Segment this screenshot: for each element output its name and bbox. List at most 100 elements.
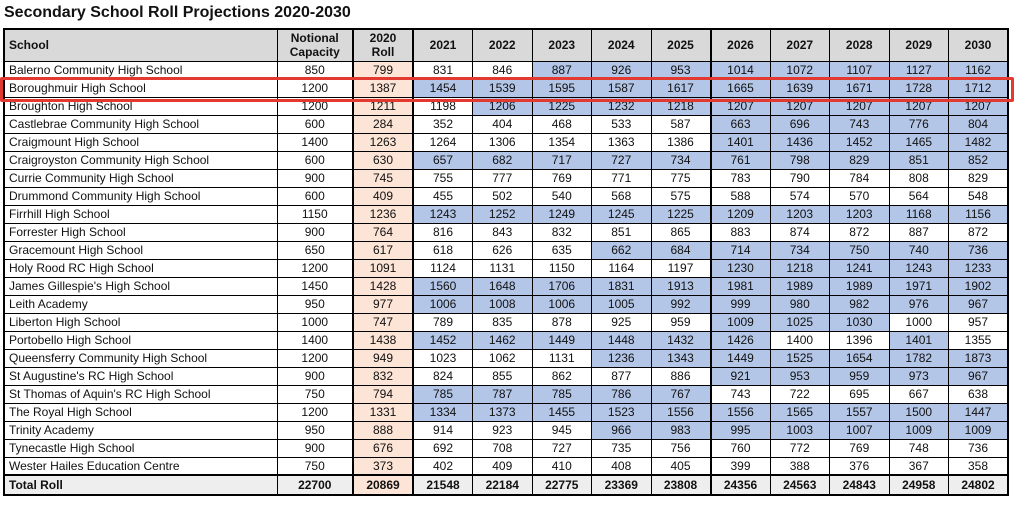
school-name-cell: Leith Academy: [3, 294, 278, 314]
year-cell-2021: 402: [412, 456, 473, 476]
roll-2020-cell: 676: [352, 438, 414, 458]
school-name-cell: Gracemount High School: [3, 240, 278, 260]
year-cell-2027: 1400: [769, 330, 830, 350]
year-cell-2028: 982: [829, 294, 890, 314]
year-cell-2027: 1203: [769, 204, 830, 224]
year-cell-2027: 734: [769, 240, 830, 260]
year-cell-2026: 24356: [709, 474, 771, 496]
capacity-cell: 900: [276, 168, 354, 188]
table-row: Gracemount High School 650 617 618 626 635 662…: [3, 240, 1009, 260]
year-cell-2027: 722: [769, 384, 830, 404]
year-cell-2028: 1396: [829, 330, 890, 350]
year-cell-2027: 696: [769, 114, 830, 134]
column-header-2027: 2027: [769, 28, 830, 62]
year-cell-2022: 1306: [472, 132, 533, 152]
school-name-cell: The Royal High School: [3, 402, 278, 422]
year-cell-2024: 23369: [591, 474, 652, 496]
year-cell-2024: 1448: [591, 330, 652, 350]
year-cell-2026: 1665: [709, 78, 771, 98]
year-cell-2029: 1000: [888, 312, 949, 332]
year-cell-2023: 1455: [531, 402, 592, 422]
table-row: Drummond Community High School 600 409 455 5…: [3, 186, 1009, 206]
school-name-cell: St Augustine's RC High School: [3, 366, 278, 386]
year-cell-2027: 1989: [769, 276, 830, 296]
school-name-cell: Tynecastle High School: [3, 438, 278, 458]
year-cell-2025: 953: [650, 60, 711, 80]
year-cell-2022: 626: [472, 240, 533, 260]
year-cell-2025: 865: [650, 222, 711, 242]
year-cell-2026: 1014: [709, 60, 771, 80]
year-cell-2025: 23808: [650, 474, 711, 496]
roll-2020-cell: 745: [352, 168, 414, 188]
table-row: Boroughmuir High School 1200 1387 1454 1539 1…: [3, 78, 1009, 98]
year-cell-2029: 851: [888, 150, 949, 170]
capacity-cell: 1150: [276, 204, 354, 224]
capacity-cell: 900: [276, 438, 354, 458]
year-cell-2027: 1436: [769, 132, 830, 152]
capacity-cell: 1450: [276, 276, 354, 296]
year-cell-2026: 714: [709, 240, 771, 260]
year-cell-2028: 24843: [829, 474, 890, 496]
year-cell-2025: 587: [650, 114, 711, 134]
table-row: Currie Community High School 900 745 755 777…: [3, 168, 1009, 188]
year-cell-2030: 736: [948, 240, 1009, 260]
year-cell-2027: 574: [769, 186, 830, 206]
year-cell-2028: 743: [829, 114, 890, 134]
capacity-cell: 1200: [276, 78, 354, 98]
table-row: Forrester High School 900 764 816 843 832 851 8…: [3, 222, 1009, 242]
year-cell-2028: 1654: [829, 348, 890, 368]
year-cell-2027: 790: [769, 168, 830, 188]
year-cell-2026: 399: [709, 456, 771, 476]
year-cell-2030: 1447: [948, 402, 1009, 422]
year-cell-2026: 999: [709, 294, 771, 314]
year-cell-2022: 1206: [472, 96, 533, 116]
year-cell-2022: 835: [472, 312, 533, 332]
year-cell-2026: 1207: [709, 96, 771, 116]
year-cell-2022: 923: [472, 420, 533, 440]
year-cell-2028: 769: [829, 438, 890, 458]
year-cell-2021: 692: [412, 438, 473, 458]
roll-2020-cell: 20869: [352, 474, 414, 496]
year-cell-2030: 872: [948, 222, 1009, 242]
year-cell-2023: 769: [531, 168, 592, 188]
column-header-2021: 2021: [412, 28, 473, 62]
year-cell-2025: 992: [650, 294, 711, 314]
year-cell-2023: 785: [531, 384, 592, 404]
year-cell-2026: 883: [709, 222, 771, 242]
year-cell-2024: 786: [591, 384, 652, 404]
table-row: Balerno Community High School 850 799 831 84…: [3, 60, 1009, 80]
year-cell-2024: 1245: [591, 204, 652, 224]
year-cell-2025: 1343: [650, 348, 711, 368]
year-cell-2023: 1706: [531, 276, 592, 296]
roll-2020-cell: 1331: [352, 402, 414, 422]
year-cell-2026: 1401: [709, 132, 771, 152]
column-header-2030: 2030: [948, 28, 1009, 62]
roll-2020-cell: 1438: [352, 330, 414, 350]
capacity-cell: 900: [276, 222, 354, 242]
total-row: Total Roll 22700 20869 21548 22184 22775 23369…: [3, 474, 1009, 496]
table-row: Wester Hailes Education Centre 750 373 402 4…: [3, 456, 1009, 476]
year-cell-2029: 1401: [888, 330, 949, 350]
year-cell-2028: 1241: [829, 258, 890, 278]
year-cell-2021: 21548: [412, 474, 473, 496]
year-cell-2025: 1218: [650, 96, 711, 116]
year-cell-2023: 635: [531, 240, 592, 260]
school-name-cell: Currie Community High School: [3, 168, 278, 188]
year-cell-2021: 831: [412, 60, 473, 80]
year-cell-2030: 24802: [948, 474, 1009, 496]
year-cell-2029: 1168: [888, 204, 949, 224]
school-name-cell: Firrhill High School: [3, 204, 278, 224]
table-row: Firrhill High School 1150 1236 1243 1252 1249…: [3, 204, 1009, 224]
year-cell-2027: 1072: [769, 60, 830, 80]
year-cell-2030: 358: [948, 456, 1009, 476]
column-header-2028: 2028: [829, 28, 890, 62]
year-cell-2022: 502: [472, 186, 533, 206]
year-cell-2025: 1556: [650, 402, 711, 422]
year-cell-2030: 957: [948, 312, 1009, 332]
year-cell-2027: 980: [769, 294, 830, 314]
year-cell-2029: 973: [888, 366, 949, 386]
capacity-cell: 950: [276, 294, 354, 314]
year-cell-2023: 1449: [531, 330, 592, 350]
year-cell-2025: 1225: [650, 204, 711, 224]
year-cell-2026: 760: [709, 438, 771, 458]
